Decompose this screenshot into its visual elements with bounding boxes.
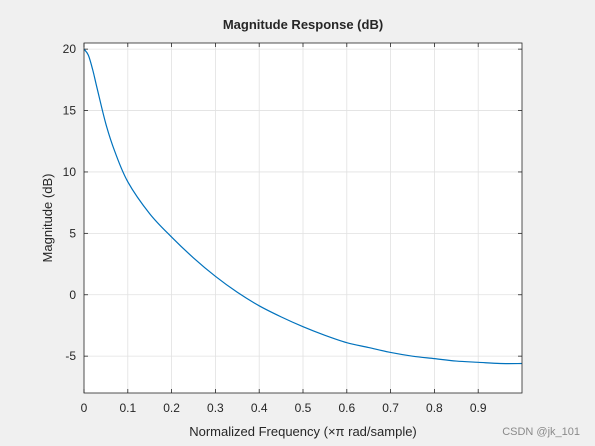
y-tick-label: 5 [69, 226, 76, 240]
x-axis-label: Normalized Frequency (×π rad/sample) [189, 424, 417, 439]
x-tick-label: 0.3 [207, 401, 224, 415]
x-tick-label: 0 [81, 401, 88, 415]
x-tick-label: 0.9 [470, 401, 487, 415]
chart-title: Magnitude Response (dB) [223, 17, 383, 32]
x-tick-label: 0.8 [426, 401, 443, 415]
y-axis-ticks: -5 0 5 10 15 20 [63, 42, 522, 363]
y-axis-label: Magnitude (dB) [40, 174, 55, 263]
watermark: CSDN @jk_101 [502, 426, 580, 438]
x-tick-label: 0.6 [338, 401, 355, 415]
magnitude-response-line [83, 48, 523, 365]
x-tick-label: 0.7 [382, 401, 399, 415]
y-tick-label: 0 [69, 288, 76, 302]
x-tick-label: 0.5 [295, 401, 312, 415]
plot-frame [83, 42, 523, 394]
x-tick-label: 0.4 [251, 401, 268, 415]
x-tick-label: 0.1 [119, 401, 136, 415]
y-tick-label: 10 [63, 165, 77, 179]
x-axis-ticks: 0 0.1 0.2 0.3 0.4 0.5 0.6 0.7 0.8 0.9 [81, 43, 487, 415]
y-tick-label: 20 [63, 42, 77, 56]
y-tick-label: -5 [65, 349, 76, 363]
grid-lines [83, 43, 522, 393]
x-tick-label: 0.2 [163, 401, 180, 415]
y-tick-label: 15 [63, 104, 77, 118]
